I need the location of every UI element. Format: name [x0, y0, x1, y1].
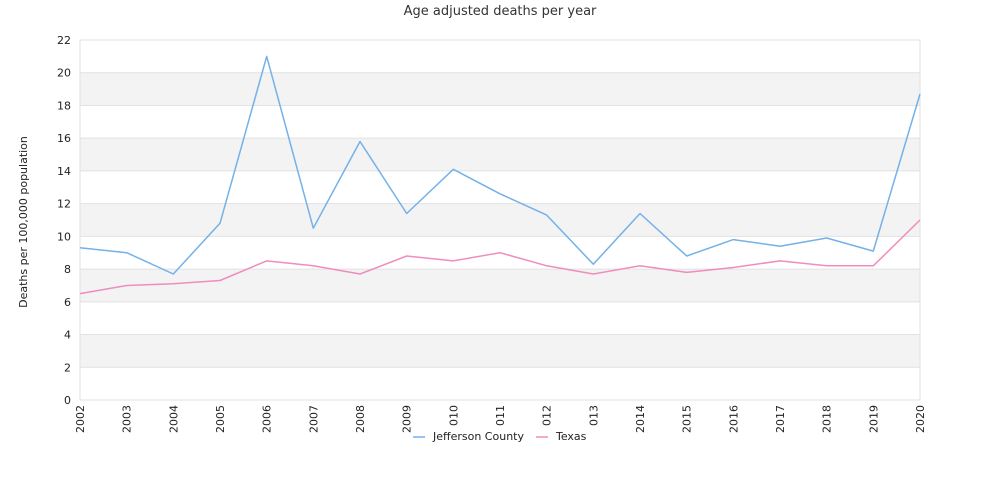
y-tick-label: 0	[64, 394, 71, 407]
y-tick-label: 20	[57, 67, 71, 80]
x-tick-label: 2016	[727, 405, 740, 433]
y-tick-label: 22	[57, 34, 71, 47]
y-tick-label: 14	[57, 165, 71, 178]
y-tick-label: 10	[57, 230, 71, 243]
x-tick-label: 2007	[307, 405, 320, 433]
x-tick-label: 2014	[634, 405, 647, 433]
grid-band	[80, 138, 920, 171]
y-tick-label: 8	[64, 263, 71, 276]
x-tick-label: 2019	[867, 405, 880, 433]
x-tick-label: 2008	[354, 405, 367, 433]
legend-label-texas: Texas	[555, 430, 587, 443]
y-tick-label: 2	[64, 361, 71, 374]
line-chart: 0 2 4 6 8 10 12 14 16 18 20 22 2002 2003 2004 2005 2006…	[0, 0, 1000, 500]
grid-band	[80, 335, 920, 368]
x-tick-label: 2017	[774, 405, 787, 433]
x-tick-label: 2002	[74, 405, 87, 433]
x-tick-label: 2018	[821, 405, 834, 433]
x-tick-label: 2020	[914, 405, 927, 433]
y-tick-label: 4	[64, 329, 71, 342]
legend-label-jefferson-county: Jefferson County	[432, 430, 524, 443]
grid-band	[80, 73, 920, 106]
y-tick-labels: 0 2 4 6 8 10 12 14 16 18 20 22	[57, 34, 71, 407]
x-tick-label: 2003	[121, 405, 134, 433]
y-tick-label: 12	[57, 198, 71, 211]
grid-bands	[80, 73, 920, 368]
y-tick-label: 16	[57, 132, 71, 145]
x-tick-label: 2006	[261, 405, 274, 433]
legend: Jefferson County Texas	[412, 426, 615, 444]
y-tick-label: 18	[57, 99, 71, 112]
chart-title: Age adjusted deaths per year	[404, 4, 597, 19]
x-tick-label: 2004	[167, 405, 180, 433]
y-tick-label: 6	[64, 296, 71, 309]
grid-band	[80, 204, 920, 237]
x-tick-label: 2005	[214, 405, 227, 433]
x-tick-label: 2009	[401, 405, 414, 433]
x-tick-label: 2015	[681, 405, 694, 433]
y-axis-label: Deaths per 100,000 population	[17, 136, 30, 308]
grid-band	[80, 269, 920, 302]
